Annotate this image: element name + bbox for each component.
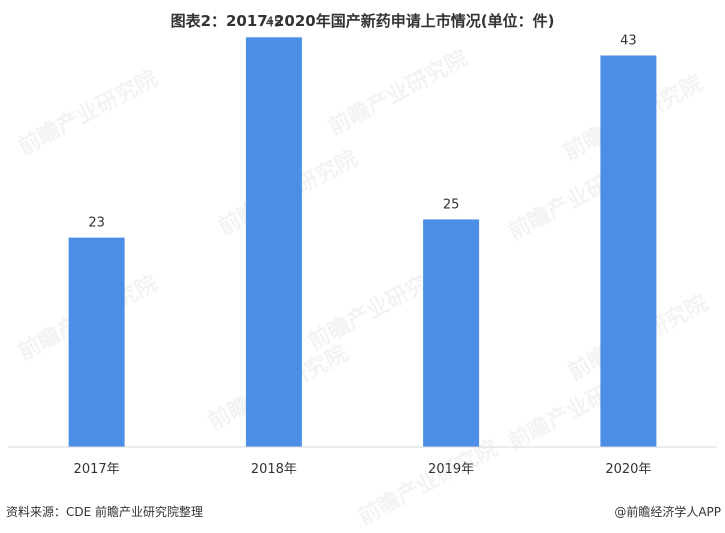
x-tick-label: 2019年 bbox=[428, 462, 474, 477]
bar-2019年 bbox=[423, 219, 480, 447]
data-label: 25 bbox=[443, 197, 460, 212]
x-tick-label: 2018年 bbox=[251, 462, 297, 477]
x-tick-label: 2017年 bbox=[74, 462, 120, 477]
x-tick-group: 2017年 2018年 2019年 2020年 bbox=[74, 462, 652, 477]
data-label: 43 bbox=[620, 34, 637, 49]
data-label-group: 23 45 25 43 bbox=[88, 15, 636, 230]
source-note: 资料来源：CDE 前瞻产业研究院整理 bbox=[6, 505, 204, 519]
bar-group bbox=[68, 37, 657, 448]
bar-2017年 bbox=[68, 237, 125, 447]
x-tick-label: 2020年 bbox=[605, 462, 651, 477]
credit-note: @前瞻经济学人APP bbox=[614, 505, 721, 519]
bar-2020年 bbox=[600, 55, 657, 447]
bar-2018年 bbox=[245, 37, 302, 448]
data-label: 45 bbox=[266, 15, 283, 30]
data-label: 23 bbox=[88, 216, 105, 231]
chart-title: 图表2：2017-2020年国产新药申请上市情况(单位：件) bbox=[170, 12, 555, 30]
